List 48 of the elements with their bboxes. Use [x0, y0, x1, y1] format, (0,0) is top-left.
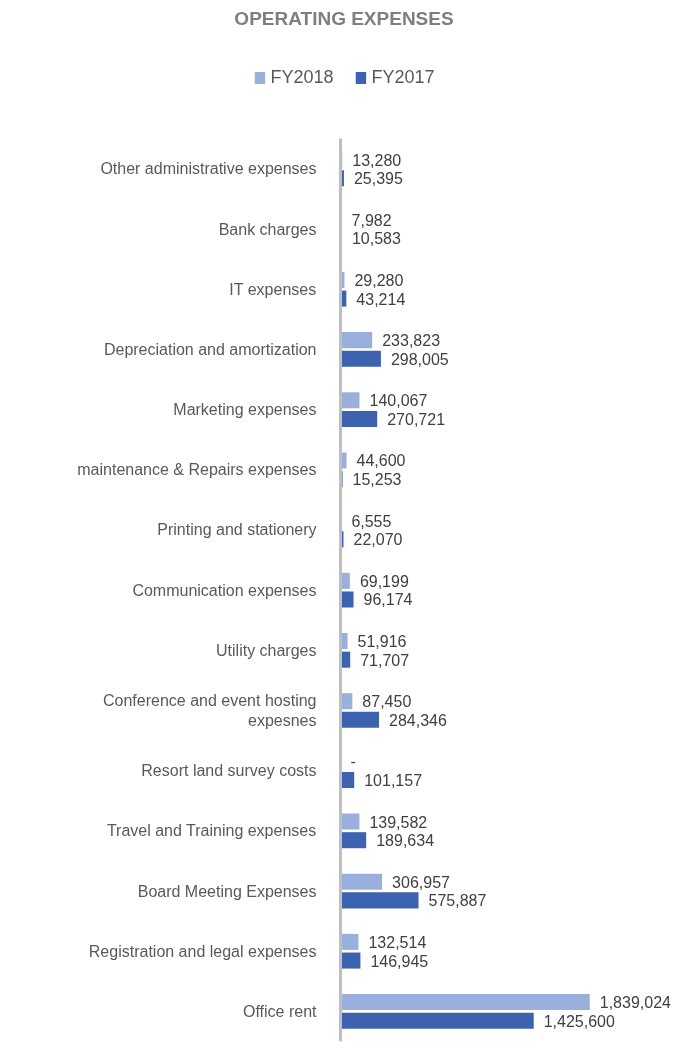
data-label: 101,157 — [364, 772, 423, 790]
data-label: 44,600 — [356, 452, 406, 470]
data-label: 6,555 — [351, 512, 392, 530]
data-label: 1,839,024 — [599, 994, 672, 1012]
data-label: 87,450 — [362, 693, 412, 711]
data-label: 132,514 — [368, 933, 427, 951]
data-label: 7,982 — [351, 211, 392, 229]
y-tick-label: maintenance & Repairs expenses — [77, 461, 317, 479]
data-label: 575,887 — [428, 892, 487, 910]
y-tick-label: Resort land survey costs — [141, 762, 317, 780]
data-label: 270,721 — [387, 410, 446, 428]
data-label: 189,634 — [376, 832, 435, 850]
data-label: 146,945 — [370, 952, 429, 970]
y-tick-label: Printing and stationery — [157, 521, 317, 539]
data-label: 96,174 — [363, 591, 413, 609]
data-label: 13,280 — [352, 151, 402, 169]
legend-label: FY2018 — [270, 67, 334, 88]
y-tick-label: Office rent — [242, 1002, 318, 1020]
data-label: 29,280 — [354, 271, 404, 289]
y-tick-label: Depreciation and amortization — [103, 340, 317, 358]
legend-label: FY2017 — [371, 67, 435, 88]
data-label: 10,583 — [351, 230, 401, 248]
chart-title: OPERATING EXPENSES — [234, 7, 454, 29]
data-label: 139,582 — [369, 813, 428, 831]
data-label: 25,395 — [353, 170, 403, 188]
data-label: - — [350, 753, 356, 771]
data-label: 15,253 — [352, 471, 402, 489]
y-tick-label: Bank charges — [218, 220, 317, 238]
data-label: 1,425,600 — [543, 1012, 616, 1030]
data-label: 43,214 — [356, 290, 406, 308]
y-tick-label: Travel and Training expenses — [106, 822, 317, 840]
y-tick-label: Conference and event hosting expesnes — [103, 691, 317, 730]
data-label: 298,005 — [390, 350, 449, 368]
y-tick-label: Marketing expenses — [173, 401, 317, 419]
y-tick-label: IT expenses — [229, 280, 317, 298]
y-tick-label: Other administrative expenses — [100, 160, 317, 178]
data-label: 140,067 — [369, 392, 428, 410]
data-label: 51,916 — [357, 633, 407, 651]
y-tick-label: Registration and legal expenses — [88, 942, 317, 960]
y-tick-label: Utility charges — [216, 641, 317, 659]
data-label: 233,823 — [382, 332, 441, 350]
data-label: 284,346 — [389, 711, 447, 729]
y-tick-label: Communication expenses — [132, 581, 317, 599]
data-label: 306,957 — [392, 873, 451, 891]
data-label: 71,707 — [360, 651, 410, 669]
data-label: 69,199 — [359, 572, 409, 590]
data-label: 22,070 — [353, 531, 403, 549]
y-tick-label: Board Meeting Expenses — [137, 882, 317, 900]
